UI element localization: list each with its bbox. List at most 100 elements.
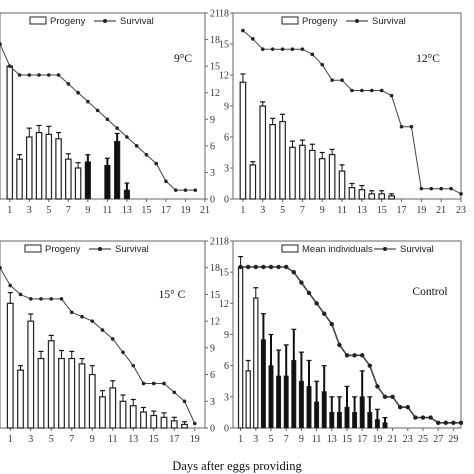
survival-point <box>419 186 424 191</box>
y-right-tick-label: 3 <box>210 168 215 179</box>
panel-label: 9°C <box>174 53 192 65</box>
progeny-bar <box>368 193 376 200</box>
survival-point <box>310 52 315 57</box>
survival-point <box>8 283 13 288</box>
survival-point <box>382 394 388 400</box>
legend-line-marker <box>383 247 387 251</box>
x-tick-label: 11 <box>103 205 113 216</box>
survival-point <box>360 353 365 358</box>
survival-point <box>405 405 410 410</box>
y-right-tick-label: 0 <box>210 424 215 435</box>
x-tick-label: 19 <box>416 205 426 216</box>
x-tick-label: 21 <box>436 205 446 216</box>
progeny-bar <box>239 81 247 200</box>
x-tick-label: 1 <box>7 205 12 216</box>
survival-point <box>28 297 33 301</box>
x-tick-label: 21 <box>388 434 398 445</box>
survival-point <box>37 73 41 77</box>
x-tick-label: 9 <box>299 434 304 445</box>
x-tick-label: 27 <box>433 434 443 445</box>
survival-point <box>173 188 178 192</box>
legend-bar-label: Progeny <box>302 16 338 27</box>
survival-point <box>429 186 434 191</box>
survival-point <box>261 264 266 270</box>
progeny-bar <box>358 189 366 200</box>
survival-point <box>268 264 274 270</box>
y-left-tick-label: 6 <box>224 133 229 144</box>
x-tick-label: 17 <box>161 205 171 216</box>
progeny-bar <box>269 123 276 200</box>
survival-point <box>0 265 2 270</box>
survival-point <box>270 47 275 51</box>
survival-point <box>90 319 95 323</box>
x-tick-label: 1 <box>238 434 243 445</box>
x-tick-label: 1 <box>8 434 13 445</box>
x-tick-label: 3 <box>253 434 258 445</box>
x-tick-label: 19 <box>180 205 190 216</box>
progeny-bar <box>259 105 267 200</box>
survival-point <box>300 47 305 51</box>
survival-point <box>100 328 105 332</box>
survival-point <box>56 73 61 77</box>
progeny-bar <box>129 405 137 429</box>
progeny-bar <box>237 266 244 429</box>
x-tick-label: 9 <box>85 205 90 216</box>
survival-point <box>428 415 433 420</box>
x-tick-label: 9 <box>90 434 95 445</box>
progeny-bar <box>99 396 106 429</box>
x-tick-label: 17 <box>357 434 367 445</box>
x-tick-label: 3 <box>28 434 33 445</box>
survival-point <box>246 264 251 270</box>
progeny-bar <box>6 302 14 429</box>
legend-line-label: Survival <box>372 16 406 27</box>
survival-point <box>193 188 198 192</box>
y-right-tick-label: 9 <box>210 115 215 126</box>
survival-point <box>39 297 43 301</box>
survival-point <box>131 363 136 368</box>
survival-point <box>320 62 325 67</box>
progeny-bar <box>318 158 326 200</box>
survival-point <box>330 78 334 82</box>
legend-line-label: Survival <box>400 244 434 255</box>
survival-point <box>280 47 285 51</box>
legend-bar-label: Mean individuals <box>302 244 373 255</box>
y-right-tick-label: 15 <box>210 290 220 301</box>
survival-point <box>7 64 12 68</box>
survival-point <box>299 280 304 285</box>
x-axis-label: Days after eggs providing <box>172 459 302 473</box>
x-tick-label: 17 <box>169 434 179 445</box>
y-left-tick-label: 0 <box>224 195 229 206</box>
progeny-bar <box>160 416 168 429</box>
panel-label: 12°C <box>416 53 440 65</box>
survival-point <box>80 314 84 319</box>
survival-point <box>59 297 64 301</box>
x-tick-label: 5 <box>280 205 285 216</box>
progeny-bar <box>45 133 53 200</box>
legend-bar-label: Progeny <box>45 244 81 255</box>
y-right-tick-label: 21 <box>210 9 220 20</box>
legend-bar-swatch <box>281 244 299 253</box>
legend-line-label: Survival <box>115 244 149 255</box>
survival-point <box>17 73 22 77</box>
progeny-bar <box>17 369 24 429</box>
y-right-tick-label: 3 <box>210 397 215 408</box>
survival-point <box>329 321 334 327</box>
survival-point <box>86 99 90 104</box>
progeny-bar <box>249 164 257 200</box>
survival-point <box>95 108 100 113</box>
survival-point <box>141 381 146 386</box>
progeny-bar <box>279 120 286 200</box>
x-tick-label: 11 <box>108 434 118 445</box>
survival-point <box>290 47 295 51</box>
x-tick-label: 3 <box>27 205 32 216</box>
survival-point <box>389 93 394 98</box>
x-tick-label: 23 <box>403 434 413 445</box>
survival-point <box>443 420 448 426</box>
x-tick-label: 15 <box>377 205 387 216</box>
survival-point <box>251 37 255 41</box>
y-left-tick-label: 18 <box>219 237 229 248</box>
y-left-tick-label: 3 <box>224 164 229 175</box>
